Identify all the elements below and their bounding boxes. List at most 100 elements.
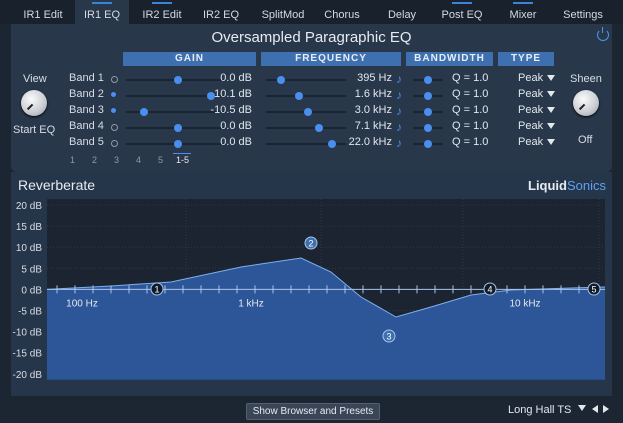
band-enable-toggle[interactable] [111, 92, 116, 97]
tab-ir2-edit[interactable]: IR2 Edit [136, 0, 188, 24]
band-enable-toggle[interactable] [111, 76, 118, 83]
eq-title: Oversampled Paragraphic EQ [211, 29, 412, 46]
y-tick-label: -5 dB [18, 307, 42, 318]
note-icon[interactable]: ♪ [396, 72, 402, 86]
band-select-2[interactable]: 2 [92, 155, 98, 165]
x-tick-label: 100 Hz [66, 298, 98, 309]
preset-name[interactable]: Long Hall TS [508, 404, 572, 416]
frequency-slider[interactable] [266, 92, 346, 100]
gain-value: 0.0 dB [220, 136, 252, 148]
gain-slider-thumb[interactable] [174, 124, 182, 132]
band-select-3[interactable]: 3 [114, 155, 120, 165]
prev-preset-icon[interactable] [592, 405, 598, 413]
type-select-value: Peak [518, 72, 544, 84]
bandwidth-slider-thumb[interactable] [424, 140, 432, 148]
gain-slider[interactable] [126, 76, 226, 84]
band-select-all[interactable]: 1-5 [176, 155, 190, 165]
eq-curve-line [46, 257, 606, 318]
tab-settings[interactable]: Settings [563, 9, 603, 21]
type-select-value: Peak [518, 104, 544, 116]
eq-panel [11, 24, 612, 172]
tab-delay[interactable]: Delay [387, 9, 417, 21]
tab-chorus[interactable]: Chorus [324, 9, 360, 21]
gain-slider-thumb[interactable] [207, 92, 215, 100]
band-select-4[interactable]: 4 [136, 155, 142, 165]
frequency-slider-thumb[interactable] [277, 76, 285, 84]
frequency-slider-thumb[interactable] [315, 124, 323, 132]
y-tick-label: 5 dB [21, 264, 42, 275]
frequency-slider[interactable] [266, 108, 346, 116]
bandwidth-slider-thumb[interactable] [424, 124, 432, 132]
frequency-slider-thumb[interactable] [295, 92, 303, 100]
sheen-value: Off [578, 134, 593, 146]
bandwidth-slider[interactable] [413, 108, 443, 116]
band-select-1[interactable]: 1 [70, 155, 76, 165]
tab-ir2-eq[interactable]: IR2 EQ [202, 9, 240, 21]
type-select[interactable]: Peak [518, 104, 556, 116]
eq-node-label: 1 [154, 285, 159, 295]
frequency-slider-thumb[interactable] [304, 108, 312, 116]
y-tick-label: -10 dB [13, 328, 43, 339]
frequency-slider-thumb[interactable] [328, 140, 336, 148]
q-value: Q = 1.0 [452, 136, 489, 148]
eq-graph[interactable]: 20 dB 15 dB 10 dB 5 dB 0 dB -5 dB -10 dB -15 dB… [11, 172, 612, 396]
band-enable-toggle[interactable] [111, 124, 118, 131]
bandwidth-slider[interactable] [413, 124, 443, 132]
type-select[interactable]: Peak [518, 120, 556, 132]
tab-indicator [513, 2, 533, 4]
bandwidth-slider[interactable] [413, 76, 443, 84]
frequency-slider[interactable] [266, 140, 346, 148]
sheen-knob[interactable] [573, 90, 599, 116]
preset-menu-icon[interactable] [578, 405, 586, 411]
eq-node-2 [304, 236, 318, 250]
gain-slider-thumb[interactable] [174, 140, 182, 148]
gain-slider-thumb[interactable] [174, 76, 182, 84]
frequency-slider[interactable] [266, 76, 346, 84]
brand-logo-b: Sonics [567, 178, 607, 193]
y-tick-label: 10 dB [16, 243, 42, 254]
band-row: Band 2 10.1 dB 1.6 kHz ♪ Q = 1.0 Peak [0, 88, 623, 104]
gain-slider-thumb[interactable] [140, 108, 148, 116]
chevron-down-icon [547, 107, 556, 113]
power-icon[interactable] [597, 27, 609, 41]
eq-node-1 [150, 282, 164, 296]
type-select[interactable]: Peak [518, 88, 556, 100]
eq-curve-fill [47, 258, 605, 380]
tab-splitmod[interactable]: SplitMod [261, 9, 305, 21]
gain-slider[interactable] [126, 108, 226, 116]
bandwidth-slider[interactable] [413, 140, 443, 148]
type-header: TYPE [498, 52, 554, 66]
type-select[interactable]: Peak [518, 136, 556, 148]
show-browser-button[interactable]: Show Browser and Presets [246, 403, 380, 420]
gain-slider[interactable] [126, 124, 226, 132]
tab-indicator [152, 2, 172, 4]
note-icon[interactable]: ♪ [396, 136, 402, 150]
band-enable-toggle[interactable] [111, 108, 116, 113]
view-knob[interactable] [21, 90, 47, 116]
frequency-slider[interactable] [266, 124, 346, 132]
chevron-down-icon [547, 91, 556, 97]
brand-logo-a: Liquid [528, 178, 567, 193]
tab-ir1-eq[interactable]: IR1 EQ [75, 0, 129, 24]
graph-title: Reverberate [18, 177, 96, 193]
note-icon[interactable]: ♪ [396, 120, 402, 134]
note-icon[interactable]: ♪ [396, 88, 402, 102]
next-preset-icon[interactable] [603, 405, 609, 413]
band-enable-toggle[interactable] [111, 140, 118, 147]
gain-value: -10.5 dB [210, 104, 252, 116]
band-select-5[interactable]: 5 [158, 155, 164, 165]
eq-node-label: 5 [591, 285, 596, 295]
note-icon[interactable]: ♪ [396, 104, 402, 118]
bandwidth-slider-thumb[interactable] [424, 92, 432, 100]
bandwidth-slider[interactable] [413, 92, 443, 100]
gain-slider[interactable] [126, 140, 226, 148]
type-select[interactable]: Peak [518, 72, 556, 84]
tab-ir1-edit[interactable]: IR1 Edit [23, 9, 63, 21]
tab-post-eq[interactable]: Post EQ [438, 0, 486, 24]
tab-mixer[interactable]: Mixer [503, 0, 543, 24]
eq-node-label: 2 [308, 239, 313, 249]
gain-slider[interactable] [126, 92, 226, 100]
eq-curve-svg: 20 dB 15 dB 10 dB 5 dB 0 dB -5 dB -10 dB -15 dB… [13, 199, 606, 381]
bandwidth-slider-thumb[interactable] [424, 76, 432, 84]
bandwidth-slider-thumb[interactable] [424, 108, 432, 116]
